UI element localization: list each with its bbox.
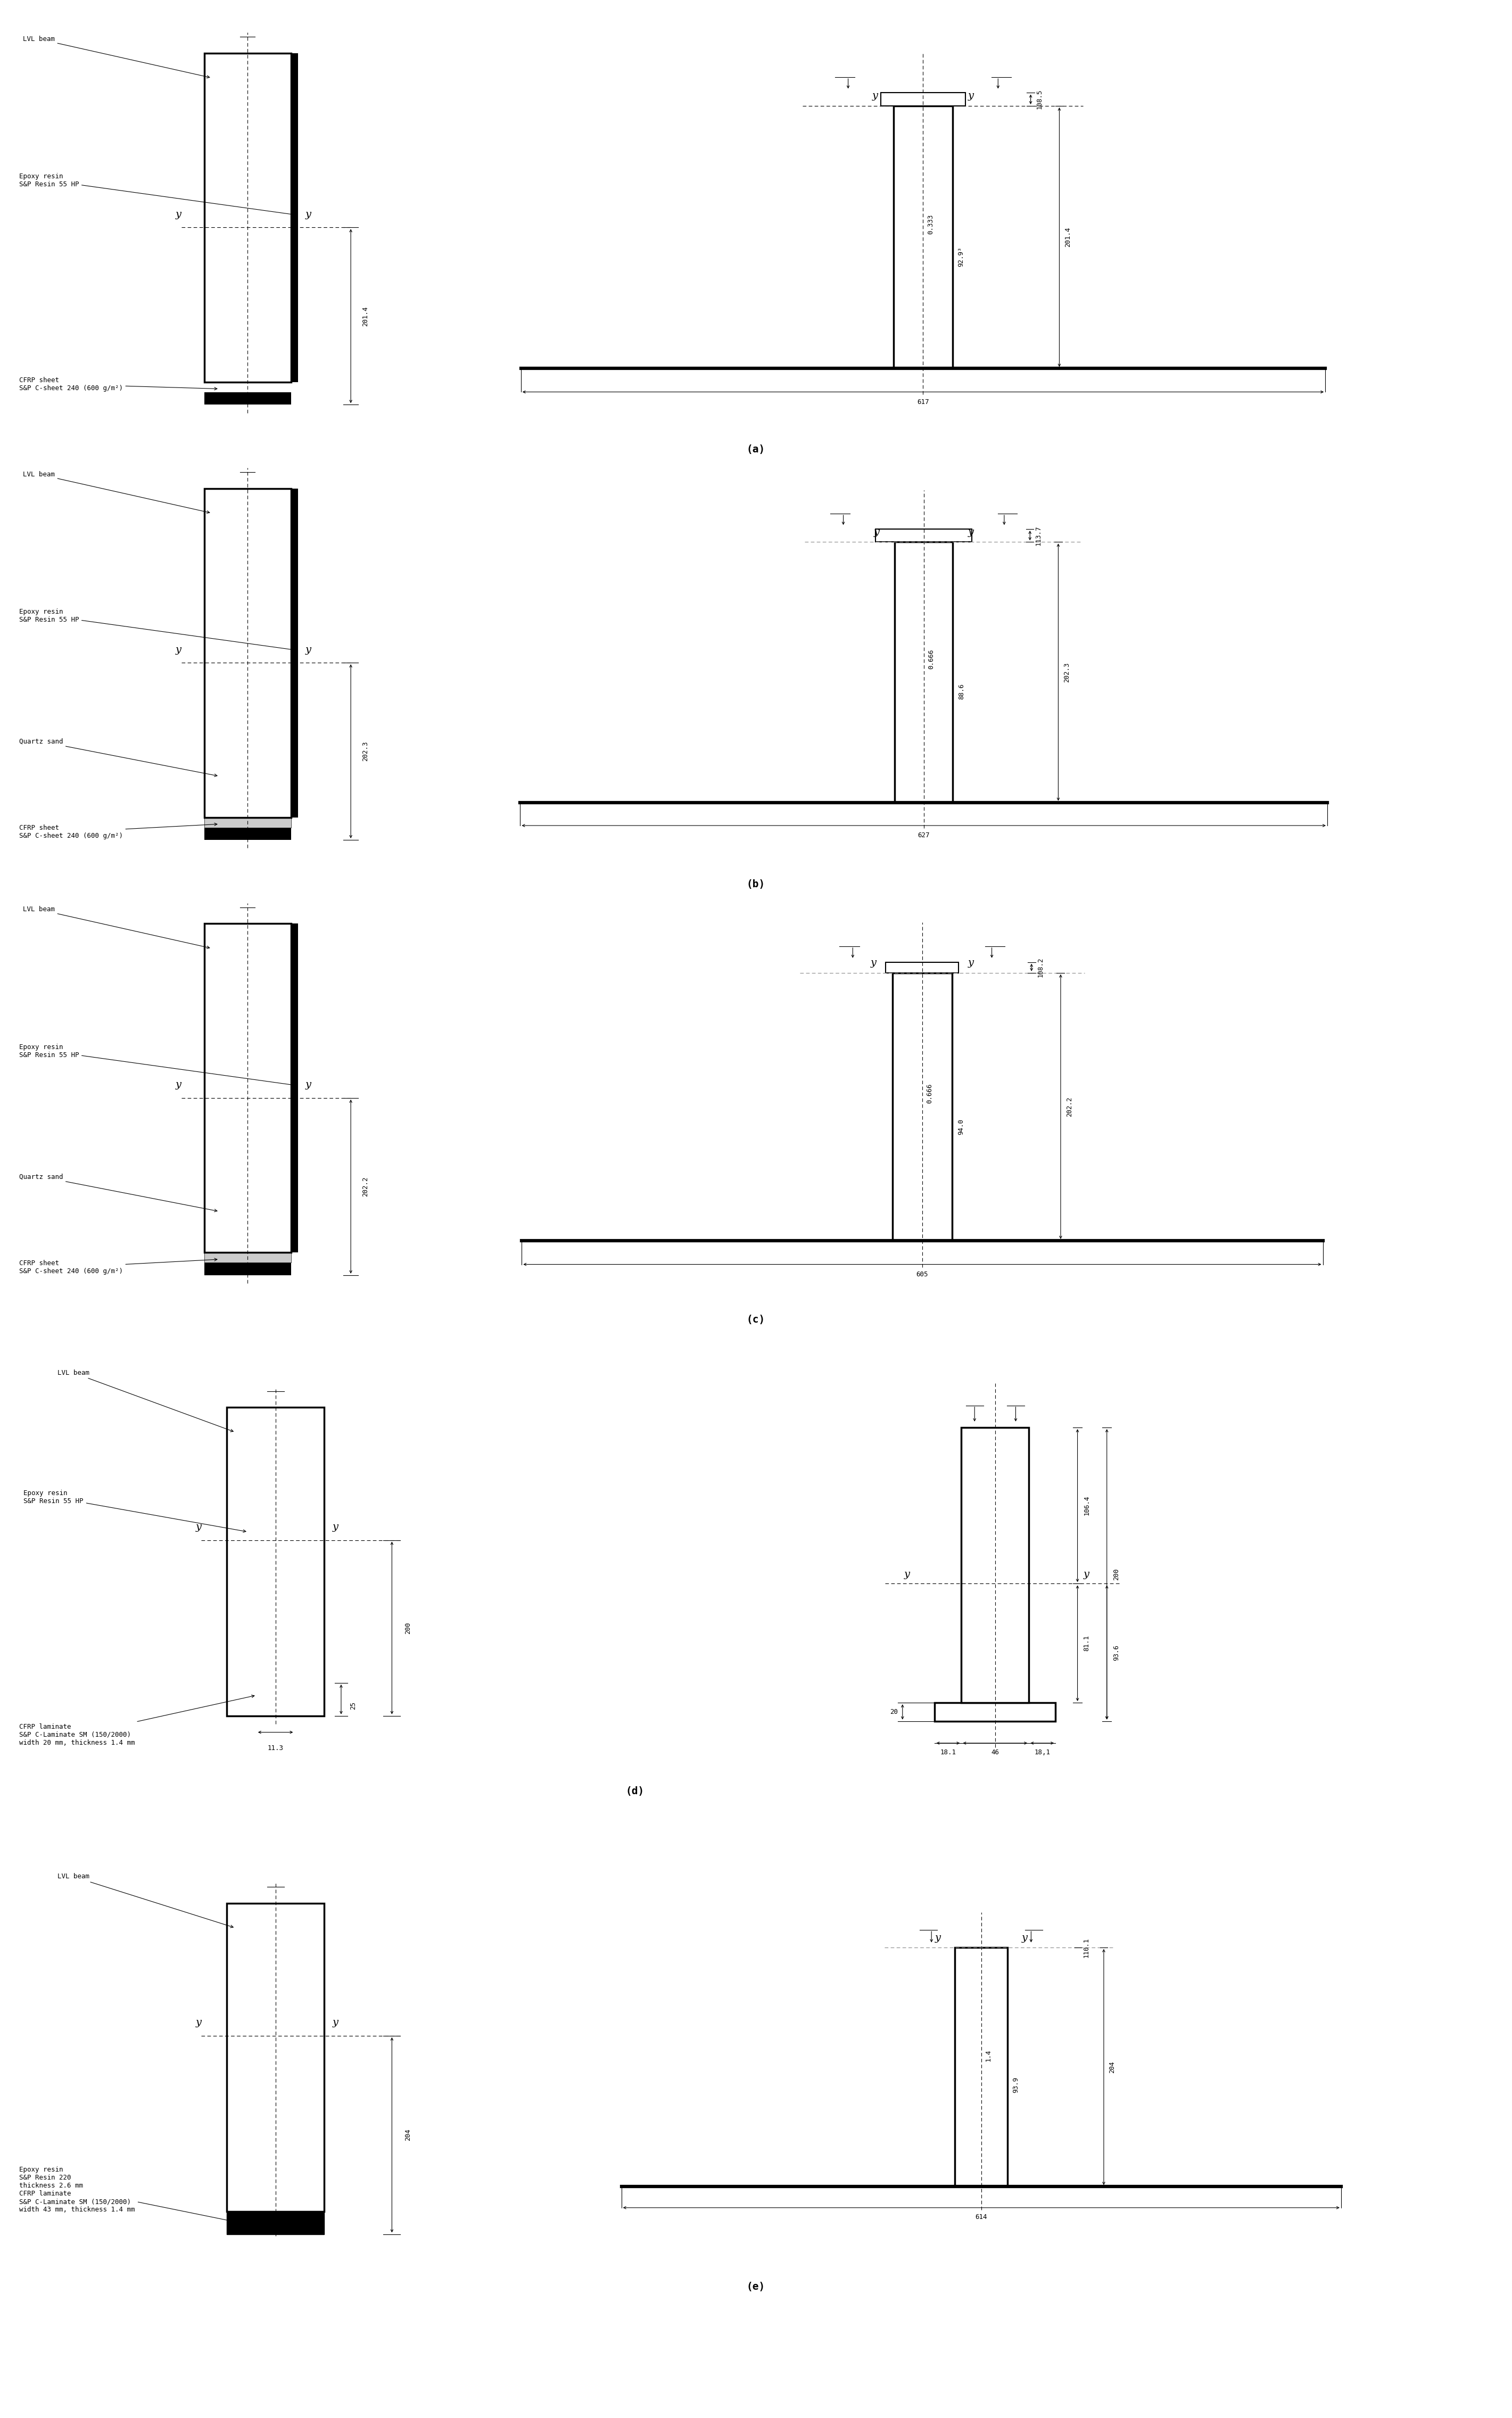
Bar [892,972,953,1240]
Text: Epoxy resin
S&P Resin 55 HP: Epoxy resin S&P Resin 55 HP [18,174,296,215]
Text: 93.6: 93.6 [1113,1644,1119,1661]
Text: y: y [195,1523,201,1533]
Text: 92.9³: 92.9³ [957,247,965,266]
Bar [290,924,298,1253]
Text: CFRP sheet
S&P C-sheet 240 (600 g/m²): CFRP sheet S&P C-sheet 240 (600 g/m²) [18,1257,218,1274]
Text: (d): (d) [626,1787,644,1797]
Text: y: y [175,1081,181,1091]
Text: 11.3: 11.3 [268,1746,283,1751]
Text: 201.4: 201.4 [1064,227,1072,247]
Text: 0.666: 0.666 [927,1083,933,1103]
Text: 106.4: 106.4 [1084,1497,1090,1516]
Text: y: y [333,2019,339,2029]
Text: Quartz sand: Quartz sand [18,1173,218,1211]
Text: 46: 46 [992,1748,999,1755]
Text: y: y [872,92,878,102]
Text: y: y [874,527,880,537]
Text: 88.6: 88.6 [959,684,965,699]
Bar [895,542,953,803]
Bar [204,1253,292,1262]
Text: y: y [1022,1932,1028,1942]
Text: y: y [968,92,974,102]
Text: Epoxy resin
S&P Resin 55 HP: Epoxy resin S&P Resin 55 HP [18,609,296,650]
Text: y: y [305,1081,311,1091]
Text: Quartz sand: Quartz sand [18,737,218,776]
Text: y: y [175,646,181,655]
Bar [204,53,292,382]
Text: CFRP sheet
S&P C-sheet 240 (600 g/m²): CFRP sheet S&P C-sheet 240 (600 g/m²) [18,822,218,839]
Text: Epoxy resin
S&P Resin 55 HP: Epoxy resin S&P Resin 55 HP [24,1489,246,1533]
Text: 201.4: 201.4 [363,307,369,326]
Text: LVL beam: LVL beam [57,1369,233,1431]
Text: y: y [968,527,974,537]
Text: y: y [968,958,974,967]
Text: y: y [305,210,311,220]
Bar [204,488,292,817]
Bar [227,1407,324,1717]
Text: (e): (e) [747,2283,765,2292]
Bar [290,53,298,382]
Text: 108.5: 108.5 [1036,89,1043,109]
Text: CFRP sheet
S&P C-sheet 240 (600 g/m²): CFRP sheet S&P C-sheet 240 (600 g/m²) [18,377,218,392]
Text: Epoxy resin
S&P Resin 55 HP: Epoxy resin S&P Resin 55 HP [18,1045,296,1086]
Text: Epoxy resin
S&P Resin 220
thickness 2.6 mm
CFRP laminate
S&P C-Laminate SM (150/: Epoxy resin S&P Resin 220 thickness 2.6 … [20,2167,274,2229]
Text: (c): (c) [747,1315,765,1325]
Text: 18.1: 18.1 [940,1748,956,1755]
Text: y: y [871,958,877,967]
Bar [290,488,298,817]
Text: y: y [195,2019,201,2029]
Text: 113.7: 113.7 [1036,525,1042,546]
Text: 1.4: 1.4 [984,2050,992,2060]
Text: 200: 200 [405,1622,411,1635]
Bar [204,827,292,839]
Text: 25: 25 [349,1702,357,1710]
Text: 605: 605 [916,1272,928,1277]
Bar [962,1427,1028,1702]
Text: LVL beam: LVL beam [57,1874,233,1927]
Bar [956,1946,1007,2186]
Text: y: y [305,646,311,655]
Text: y: y [333,1523,339,1533]
Text: 18,1: 18,1 [1034,1748,1051,1755]
Text: 20: 20 [891,1710,898,1714]
Text: 202.3: 202.3 [363,742,369,762]
Text: 614: 614 [975,2212,987,2220]
Text: 108.2: 108.2 [1037,958,1043,977]
Text: 110.1: 110.1 [1083,1937,1090,1959]
Text: LVL beam: LVL beam [23,907,210,948]
Text: y: y [934,1932,940,1942]
Text: (b): (b) [747,880,765,890]
Bar [204,392,292,404]
Text: LVL beam: LVL beam [23,472,210,513]
Text: 0.333: 0.333 [927,215,934,235]
Text: (a): (a) [747,445,765,455]
Text: y: y [904,1569,910,1579]
Text: 81.1: 81.1 [1084,1635,1090,1651]
Text: 202.3: 202.3 [1063,663,1070,682]
Bar [934,1702,1055,1722]
Text: 204: 204 [405,2128,411,2140]
Bar [886,962,959,972]
Text: y: y [175,210,181,220]
Bar [204,924,292,1253]
Text: 200: 200 [1113,1569,1119,1581]
Text: 94.0: 94.0 [957,1120,965,1134]
Bar [880,92,966,106]
Text: 627: 627 [918,832,930,839]
Bar [204,1262,292,1274]
Text: 617: 617 [918,399,928,406]
Text: 202.2: 202.2 [1066,1098,1074,1117]
Bar [894,106,953,368]
Text: 204: 204 [1108,2060,1116,2072]
Bar [875,530,972,542]
Bar [257,1683,295,1707]
Text: LVL beam: LVL beam [23,36,210,77]
Text: y: y [1083,1569,1089,1579]
Text: 202.2: 202.2 [363,1178,369,1197]
Text: 0.666: 0.666 [928,650,934,670]
Text: CFRP laminate
S&P C-Laminate SM (150/2000)
width 20 mm, thickness 1.4 mm: CFRP laminate S&P C-Laminate SM (150/200… [20,1695,254,1746]
Bar [227,2212,324,2234]
Bar [204,817,292,827]
Bar [227,1903,324,2212]
Text: 93.9: 93.9 [1013,2077,1019,2092]
